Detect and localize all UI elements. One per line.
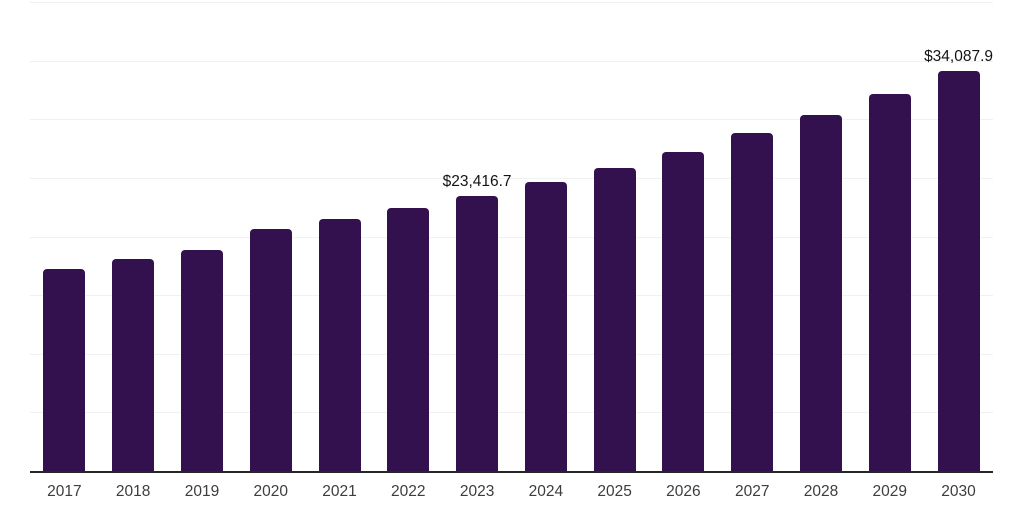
x-tick-2018: 2018: [115, 483, 151, 500]
bar-2029: [868, 93, 911, 471]
x-tick-2021: 2021: [322, 483, 357, 500]
bar-cell-2026: [649, 2, 718, 471]
gridline-5000: [30, 412, 993, 414]
x-tick-2023: 2023: [459, 483, 495, 500]
bar-cell-2024: [511, 2, 580, 471]
x-tick-2026: 2026: [666, 483, 701, 500]
bar-2023: [456, 196, 499, 471]
x-tick-2030: 2030: [941, 483, 976, 500]
bar-cell-2027: [718, 2, 787, 471]
x-tick-2022: 2022: [391, 483, 426, 500]
x-tick-2024: 2024: [528, 483, 564, 500]
data-label-2023: $23,416.7: [442, 172, 512, 190]
bar-2026: [662, 151, 705, 471]
gridline-15000: [30, 295, 993, 297]
x-tick-2025: 2025: [597, 483, 632, 500]
bar-2017: [43, 268, 86, 471]
bar-cell-2029: [855, 2, 924, 471]
bar-cell-2017: [30, 2, 99, 471]
bar-cell-2021: [305, 2, 374, 471]
gridline-35000: [30, 60, 993, 62]
bar-cell-2030: $34,087.9: [924, 2, 993, 471]
bar-cell-2022: [374, 2, 443, 471]
bar-2027: [731, 133, 774, 471]
gridline-30000: [30, 119, 993, 121]
bar-2019: [180, 249, 223, 471]
x-tick-2028: 2028: [803, 483, 839, 500]
x-tick-2029: 2029: [872, 483, 907, 500]
gridline-25000: [30, 177, 993, 179]
bar-cell-2025: [580, 2, 649, 471]
x-tick-2017: 2017: [47, 483, 82, 500]
bar-2024: [524, 182, 567, 471]
gridline-20000: [30, 236, 993, 238]
bar-2022: [387, 208, 430, 471]
plot-area: $23,416.7 $34,087.9: [30, 2, 993, 473]
bar-2030: [937, 71, 980, 471]
bar-cell-2020: [236, 2, 305, 471]
bar-cell-2019: [168, 2, 237, 471]
bar-2021: [318, 219, 361, 471]
x-axis-labels: 2017 2018 2019 2020 2021 2022 2023 2024 2025 2026…: [30, 473, 993, 500]
bar-2020: [249, 228, 292, 471]
bar-2025: [593, 167, 636, 471]
bar-2028: [799, 115, 842, 471]
gridline-10000: [30, 353, 993, 355]
bar-cell-2023: $23,416.7: [443, 2, 512, 471]
data-label-2030: $34,087.9: [924, 47, 994, 65]
bars-container: $23,416.7 $34,087.9: [30, 2, 993, 471]
x-tick-2019: 2019: [184, 483, 220, 500]
x-tick-2020: 2020: [253, 483, 288, 500]
gridline-40000: [30, 2, 993, 3]
bar-cell-2018: [99, 2, 168, 471]
bar-2018: [112, 259, 155, 471]
x-tick-2027: 2027: [734, 483, 770, 500]
bar-cell-2028: [787, 2, 856, 471]
